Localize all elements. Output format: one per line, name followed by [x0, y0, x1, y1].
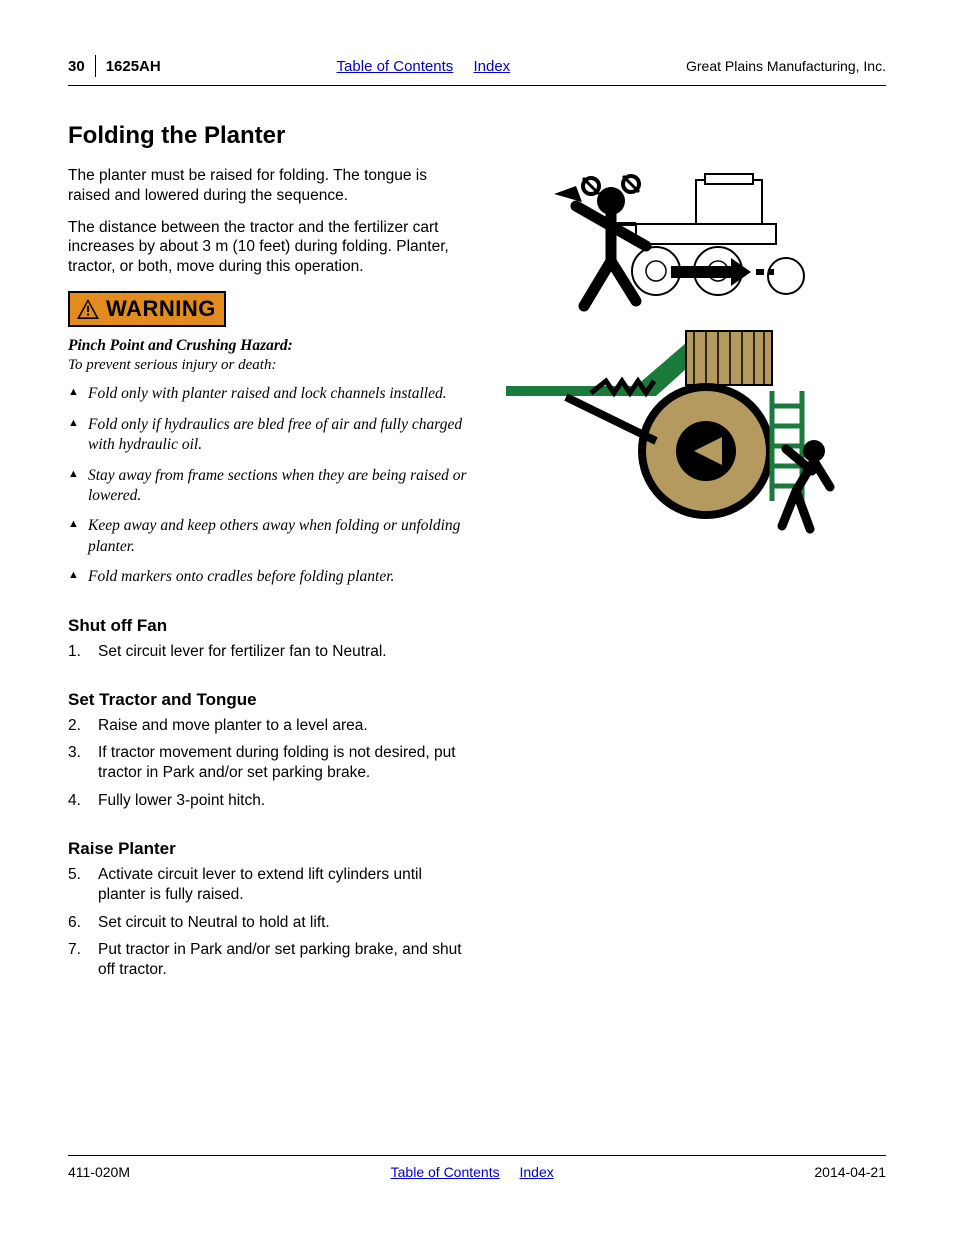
section-title: Folding the Planter	[68, 122, 886, 150]
doc-id: 411-020M	[68, 1164, 130, 1180]
page-number: 30	[68, 58, 85, 75]
left-column: The planter must be raised for folding. …	[68, 166, 468, 988]
intro-para-2: The distance between the tractor and the…	[68, 218, 468, 277]
steps-shut-off-fan: 1.Set circuit lever for fertilizer fan t…	[68, 642, 468, 662]
intro-block: The planter must be raised for folding. …	[68, 166, 468, 277]
step-item: 4.Fully lower 3-point hitch.	[68, 791, 468, 811]
page-footer: 411-020M Table of Contents Index 2014-04…	[68, 1155, 886, 1180]
footer-toc-link[interactable]: Table of Contents	[391, 1164, 500, 1180]
hazard-title: Pinch Point and Crushing Hazard:	[68, 337, 468, 355]
step-number: 6.	[68, 913, 98, 933]
step-text: Set circuit to Neutral to hold at lift.	[98, 913, 330, 933]
hazard-item: Fold only if hydraulics are bled free of…	[68, 415, 468, 456]
steps-set-tractor: 2.Raise and move planter to a level area…	[68, 716, 468, 811]
model-number: 1625AH	[106, 58, 161, 75]
steps-raise-planter: 5.Activate circuit lever to extend lift …	[68, 865, 468, 980]
footer-links: Table of Contents Index	[383, 1164, 562, 1180]
step-item: 1.Set circuit lever for fertilizer fan t…	[68, 642, 468, 662]
hazard-list: Fold only with planter raised and lock c…	[68, 384, 468, 588]
doc-date: 2014-04-21	[814, 1164, 886, 1180]
step-number: 5.	[68, 865, 98, 905]
hazard-block: Pinch Point and Crushing Hazard: To prev…	[68, 337, 468, 588]
hazard-illustration	[496, 166, 856, 551]
step-item: 2.Raise and move planter to a level area…	[68, 716, 468, 736]
step-number: 7.	[68, 940, 98, 980]
footer-index-link[interactable]: Index	[520, 1164, 554, 1180]
warning-label: WARNING	[106, 296, 216, 322]
step-item: 3.If tractor movement during folding is …	[68, 743, 468, 783]
step-text: If tractor movement during folding is no…	[98, 743, 468, 783]
content-columns: The planter must be raised for folding. …	[68, 166, 886, 988]
step-text: Set circuit lever for fertilizer fan to …	[98, 642, 387, 662]
hazard-item: Fold markers onto cradles before folding…	[68, 567, 468, 587]
step-number: 2.	[68, 716, 98, 736]
header-rule	[68, 85, 886, 86]
toc-link[interactable]: Table of Contents	[337, 58, 454, 75]
header-left: 30 1625AH	[68, 55, 161, 77]
company-name: Great Plains Manufacturing, Inc.	[686, 58, 886, 74]
hazard-item: Stay away from frame sections when they …	[68, 466, 468, 507]
right-column	[496, 166, 886, 988]
step-item: 7.Put tractor in Park and/or set parking…	[68, 940, 468, 980]
step-text: Put tractor in Park and/or set parking b…	[98, 940, 468, 980]
warning-badge: WARNING	[68, 291, 226, 327]
step-item: 5.Activate circuit lever to extend lift …	[68, 865, 468, 905]
step-text: Fully lower 3-point hitch.	[98, 791, 265, 811]
step-text: Activate circuit lever to extend lift cy…	[98, 865, 468, 905]
index-link[interactable]: Index	[473, 58, 510, 75]
hazard-subtitle: To prevent serious injury or death:	[68, 357, 468, 374]
subheading-raise-planter: Raise Planter	[68, 839, 468, 859]
warning-triangle-icon	[76, 298, 100, 320]
step-text: Raise and move planter to a level area.	[98, 716, 368, 736]
step-number: 3.	[68, 743, 98, 783]
step-item: 6.Set circuit to Neutral to hold at lift…	[68, 913, 468, 933]
hazard-item: Keep away and keep others away when fold…	[68, 516, 468, 557]
page-header: 30 1625AH Table of Contents Index Great …	[68, 55, 886, 83]
intro-para-1: The planter must be raised for folding. …	[68, 166, 468, 206]
header-links: Table of Contents Index	[329, 58, 519, 75]
subheading-set-tractor: Set Tractor and Tongue	[68, 690, 468, 710]
subheading-shut-off-fan: Shut off Fan	[68, 616, 468, 636]
step-number: 1.	[68, 642, 98, 662]
footer-rule	[68, 1155, 886, 1156]
hazard-item: Fold only with planter raised and lock c…	[68, 384, 468, 404]
header-divider	[95, 55, 96, 77]
step-number: 4.	[68, 791, 98, 811]
